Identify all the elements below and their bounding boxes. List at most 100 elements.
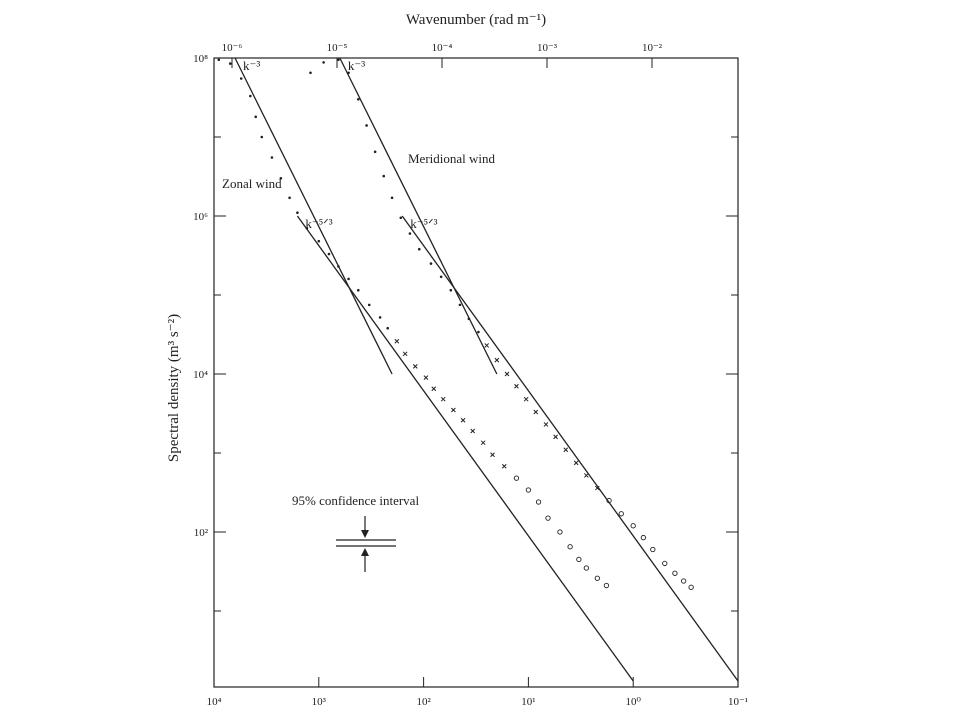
data-point — [543, 422, 549, 427]
data-point — [460, 417, 466, 423]
data-point — [249, 94, 252, 98]
data-point-cross-stroke — [563, 447, 569, 453]
data-point — [504, 371, 510, 377]
plot-frame — [213, 57, 739, 688]
data-point — [573, 460, 579, 466]
data-point — [514, 383, 519, 389]
bottom-tick-label: 10² — [416, 696, 431, 708]
data-point — [347, 71, 350, 75]
data-point-cross-stroke — [490, 452, 495, 458]
data-point — [490, 452, 495, 458]
data-point-cross-stroke — [514, 383, 519, 389]
data-point — [347, 277, 350, 281]
data-point — [378, 316, 382, 319]
data-point — [317, 239, 321, 243]
data-point — [356, 288, 360, 292]
bottom-tick-label: 10⁰ — [625, 696, 641, 708]
data-point — [239, 77, 243, 80]
data-point-cross-stroke — [594, 485, 600, 491]
data-point — [618, 511, 624, 517]
data-point-cross-stroke — [431, 386, 437, 392]
data-point — [356, 98, 360, 101]
bottom-tick-label: 10¹ — [521, 696, 535, 708]
data-point-cross-stroke — [394, 338, 400, 344]
bottom-tick-label: 10⁻¹ — [728, 696, 748, 708]
data-point-cross-stroke — [470, 428, 476, 434]
data-point — [533, 409, 539, 415]
data-point — [640, 534, 647, 541]
y-tick-label: 10² — [194, 527, 209, 539]
data-point — [217, 58, 221, 62]
data-point — [417, 247, 421, 251]
data-point — [501, 463, 507, 469]
data-point — [382, 174, 386, 178]
data-point — [412, 363, 418, 369]
data-point — [337, 265, 340, 268]
data-point — [662, 560, 668, 567]
data-point-cross-stroke — [504, 371, 510, 377]
data-point — [279, 177, 283, 180]
data-point — [373, 150, 377, 154]
data-point-cross-stroke — [533, 409, 539, 415]
data-point — [484, 343, 490, 348]
annotation-meridional-wind: Meridional wind — [408, 151, 496, 166]
data-point — [399, 216, 403, 220]
top-axis-ticks: 10⁻⁶ 10⁻⁵ 10⁻⁴ 10⁻³ 10⁻² — [222, 42, 663, 68]
data-point — [523, 396, 529, 402]
data-point-cross-stroke — [440, 396, 446, 402]
data-point — [583, 473, 589, 478]
data-point — [449, 288, 453, 292]
data-point — [260, 135, 264, 139]
reference-line-label: k⁻⁵ᐟ³ — [410, 216, 437, 231]
data-point — [394, 338, 400, 344]
data-point — [688, 584, 694, 590]
data-point — [672, 570, 678, 576]
data-point-cross-stroke — [494, 357, 500, 363]
data-point — [429, 262, 433, 265]
data-point-cross-stroke — [553, 434, 558, 440]
data-point — [467, 317, 471, 321]
data-point — [228, 62, 232, 65]
data-point — [535, 499, 542, 505]
top-tick-label: 10⁻⁵ — [327, 42, 348, 54]
data-point — [583, 565, 589, 571]
reference-line — [339, 57, 498, 375]
data-point-cross-stroke — [402, 351, 408, 357]
data-point — [254, 115, 258, 119]
data-point — [402, 351, 408, 357]
confidence-interval-marker: 95% confidence interval — [292, 493, 419, 572]
data-point — [440, 396, 446, 402]
y-axis-title: Spectral density (m³ s⁻²) — [166, 314, 182, 462]
data-point — [494, 357, 500, 363]
data-point-cross-stroke — [583, 473, 589, 478]
data-point — [477, 330, 480, 334]
data-point — [309, 71, 312, 75]
bottom-axis-ticks: 10⁴ 10³ 10² 10¹ 10⁰ 10⁻¹ — [207, 677, 748, 708]
data-point — [606, 497, 612, 504]
data-point — [681, 578, 687, 584]
bottom-tick-label: 10³ — [312, 696, 327, 708]
ci-up-arrow-head — [361, 548, 369, 556]
reference-lines: k⁻³ k⁻⁵ᐟ³ k⁻³ k⁻⁵ᐟ³ — [234, 57, 739, 682]
data-point — [594, 575, 600, 581]
data-point — [576, 556, 582, 563]
y-axis-ticks: 10⁸ 10⁶ 10⁴ 10² — [193, 53, 738, 612]
data-point-cross-stroke — [523, 396, 529, 402]
reference-line — [401, 215, 739, 682]
reference-line-label: k⁻⁵ᐟ³ — [305, 216, 332, 231]
data-point-cross-stroke — [573, 460, 579, 466]
data-point — [270, 156, 274, 159]
data-point-cross-stroke — [423, 375, 429, 380]
data-point — [451, 407, 456, 413]
reference-line-label: k⁻³ — [243, 58, 260, 73]
data-point-cross-stroke — [451, 407, 456, 413]
data-point — [408, 232, 412, 235]
data-point — [513, 475, 520, 481]
data-point — [650, 546, 656, 553]
ci-down-arrow-head — [361, 530, 369, 538]
data-point — [563, 447, 569, 453]
data-point — [327, 252, 331, 256]
reference-line-label: k⁻³ — [348, 58, 365, 73]
data-point — [386, 326, 390, 330]
